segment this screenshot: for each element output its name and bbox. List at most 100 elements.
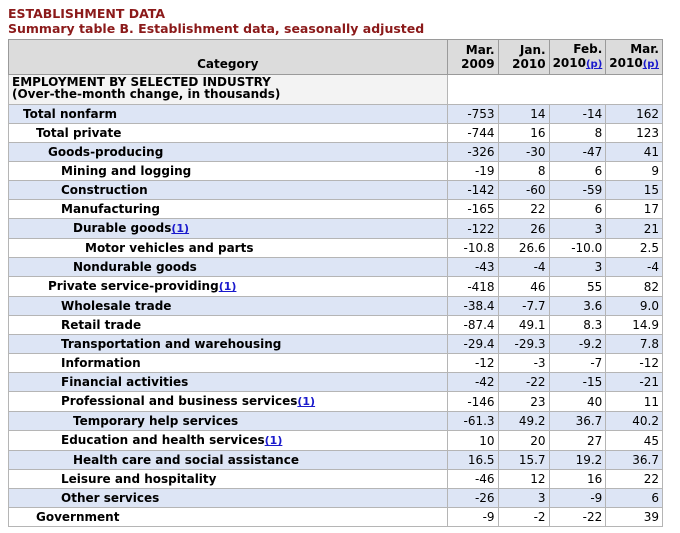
table-row: Health care and social assistance 16.5 15.…	[8, 450, 663, 470]
value-cell: -42	[446, 372, 499, 392]
industry-name: Professional and business services(1)	[8, 391, 448, 412]
industry-name: Financial activities	[8, 372, 448, 392]
value-cell: 6	[548, 199, 607, 219]
value-cell: -9	[446, 507, 499, 527]
value-cell: 16.5	[446, 450, 499, 470]
table-row: Wholesale trade -38.4 -7.7 3.6 9.0	[8, 296, 663, 316]
value-cell: 40	[548, 391, 607, 412]
industry-label: Transportation and warehousing	[61, 337, 282, 351]
table-row: Education and health services(1) 10 20 27 45	[8, 430, 663, 451]
value-cell: -10.8	[446, 238, 499, 258]
value-cell: 9.0	[605, 296, 663, 316]
section-title: EMPLOYMENT BY SELECTED INDUSTRY	[12, 75, 271, 89]
value-cell: 49.1	[497, 315, 550, 335]
value-cell: -19	[446, 161, 499, 181]
value-cell: 16	[548, 469, 607, 489]
value-cell: 23	[497, 391, 550, 412]
section-subtitle: (Over-the-month change, in thousands)	[12, 87, 281, 101]
column-header-feb-2010: Feb. 2010(p)	[548, 39, 607, 75]
table-subtitle: Summary table B. Establishment data, sea…	[8, 21, 425, 36]
column-header-mar-2009: Mar. 2009	[446, 39, 499, 75]
industry-label: Professional and business services	[61, 394, 298, 408]
industry-name: Private service-providing(1)	[8, 276, 448, 297]
value-cell: 2.5	[605, 238, 663, 258]
value-cell: -29.3	[497, 334, 550, 354]
table-row: Construction -142 -60 -59 15	[8, 180, 663, 200]
table-row: Motor vehicles and parts -10.8 26.6 -10.0 2.…	[8, 238, 663, 258]
value-cell: 3	[548, 257, 607, 277]
value-cell: -21	[605, 372, 663, 392]
value-cell: 123	[605, 123, 663, 143]
footnote-link[interactable]: (1)	[171, 222, 190, 235]
industry-label: Total nonfarm	[23, 107, 118, 121]
value-cell: -61.3	[446, 411, 499, 431]
table-row: Durable goods(1) -122 26 3 21	[8, 218, 663, 239]
value-cell: -2	[497, 507, 550, 527]
value-cell: 19.2	[548, 450, 607, 470]
value-cell: 3	[548, 218, 607, 239]
value-cell: -87.4	[446, 315, 499, 335]
value-cell: -10.0	[548, 238, 607, 258]
industry-label: Leisure and hospitality	[61, 472, 217, 486]
industry-label: Total private	[36, 126, 122, 140]
table-row: Government -9 -2 -22 39	[8, 507, 663, 527]
value-cell: 21	[605, 218, 663, 239]
value-cell: 8	[497, 161, 550, 181]
value-cell: -7.7	[497, 296, 550, 316]
value-cell: -4	[605, 257, 663, 277]
value-cell: 20	[497, 430, 550, 451]
section-header-row: EMPLOYMENT BY SELECTED INDUSTRY (Over-th…	[8, 74, 664, 105]
value-cell: -418	[446, 276, 499, 297]
table-row: Total private -744 16 8 123	[8, 123, 663, 143]
value-cell: 49.2	[497, 411, 550, 431]
table-row: Goods-producing -326 -30 -47 41	[8, 142, 663, 162]
industry-name: Manufacturing	[8, 199, 448, 219]
value-cell: -122	[446, 218, 499, 239]
preliminary-link[interactable]: (p)	[585, 59, 603, 70]
value-cell: 14	[497, 104, 550, 124]
footnote-link[interactable]: (1)	[297, 395, 316, 408]
value-cell: 162	[605, 104, 663, 124]
industry-label: Retail trade	[61, 318, 142, 332]
value-cell: -15	[548, 372, 607, 392]
value-cell: -165	[446, 199, 499, 219]
value-cell: 82	[605, 276, 663, 297]
industry-label: Mining and logging	[61, 164, 192, 178]
industry-name: Wholesale trade	[8, 296, 448, 316]
summary-table: Category Mar. 2009 Jan. 2010 Feb. 2010(p…	[8, 39, 664, 527]
preliminary-link[interactable]: (p)	[642, 59, 659, 70]
value-cell: -59	[548, 180, 607, 200]
value-cell: 14.9	[605, 315, 663, 335]
footnote-link[interactable]: (1)	[218, 280, 237, 293]
column-month: Feb.	[573, 42, 603, 56]
column-year: 2010	[552, 56, 586, 70]
value-cell: 3	[497, 488, 550, 508]
value-cell: 39	[605, 507, 663, 527]
footnote-link[interactable]: (1)	[264, 434, 283, 447]
column-year: 2010	[512, 57, 546, 71]
industry-label: Health care and social assistance	[73, 453, 299, 467]
value-cell: -9	[548, 488, 607, 508]
industry-name: Goods-producing	[8, 142, 448, 162]
value-cell: 15.7	[497, 450, 550, 470]
table-row: Private service-providing(1) -418 46 55 82	[8, 276, 663, 297]
value-cell: 55	[548, 276, 607, 297]
value-cell: -14	[548, 104, 607, 124]
column-header-jan-2010: Jan. 2010	[497, 39, 550, 75]
column-month: Jan.	[519, 43, 546, 57]
value-cell: 9	[605, 161, 663, 181]
value-cell: 12	[497, 469, 550, 489]
column-month: Mar.	[465, 43, 495, 57]
industry-label: Motor vehicles and parts	[85, 241, 254, 255]
value-cell: -46	[446, 469, 499, 489]
industry-name: Leisure and hospitality	[8, 469, 448, 489]
value-cell: -47	[548, 142, 607, 162]
header-row: Category Mar. 2009 Jan. 2010 Feb. 2010(p…	[8, 39, 663, 75]
value-cell: -326	[446, 142, 499, 162]
industry-name: Education and health services(1)	[8, 430, 448, 451]
value-cell: 46	[497, 276, 550, 297]
column-month: Mar.	[630, 42, 659, 56]
industry-name: Motor vehicles and parts	[8, 238, 448, 258]
table-row: Transportation and warehousing -29.4 -29.3…	[8, 334, 663, 354]
value-cell: -3	[497, 353, 550, 373]
